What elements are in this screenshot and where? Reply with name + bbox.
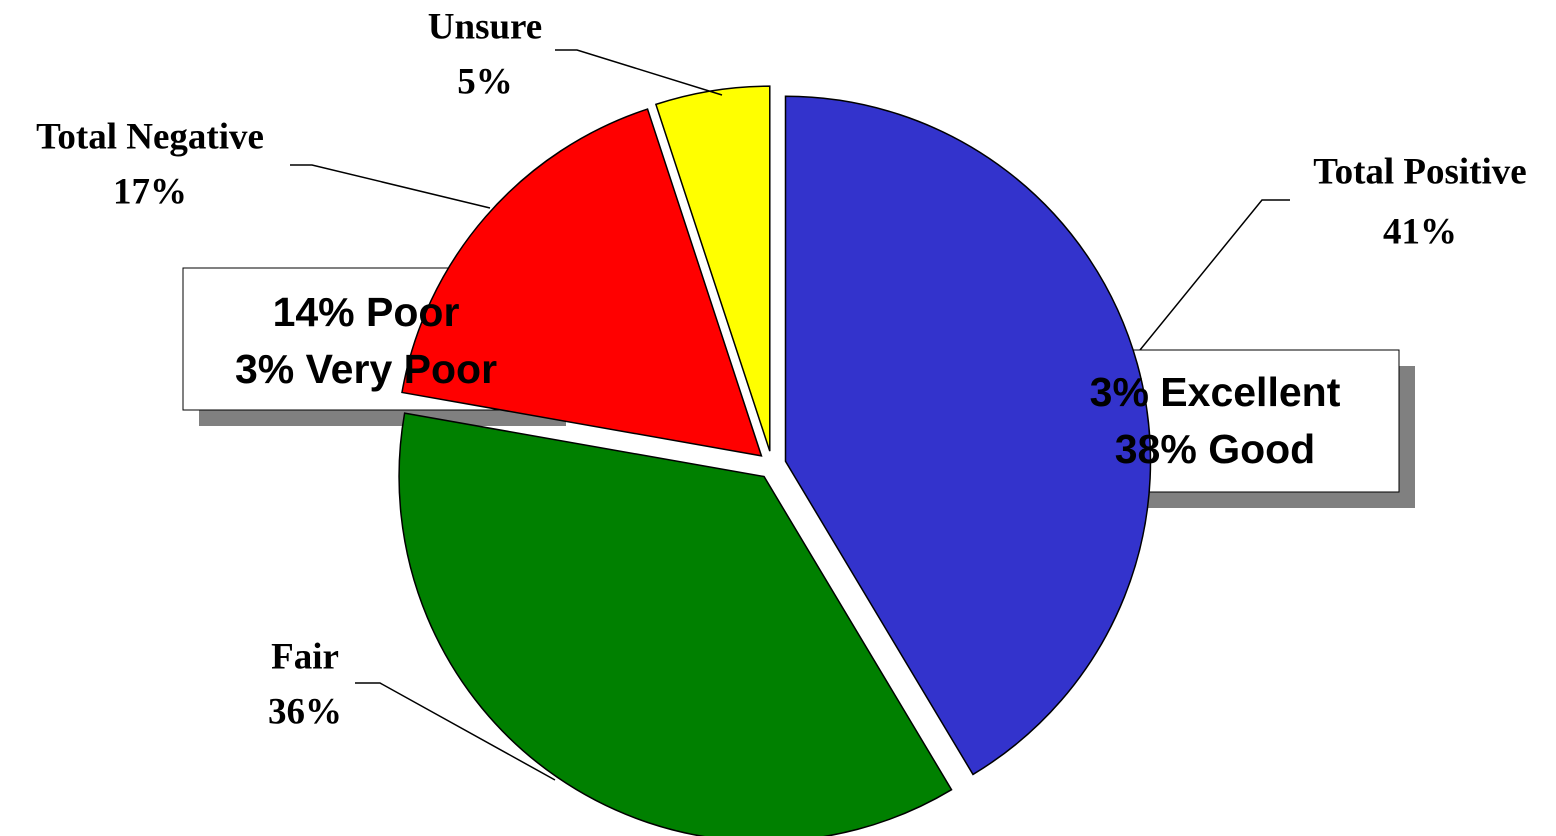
slice-label: Total Negative xyxy=(36,116,264,157)
slice-label: Fair xyxy=(271,636,339,677)
slice-value-label: 5% xyxy=(457,61,513,102)
annotation: 38% Good xyxy=(1115,426,1315,472)
pie-slice xyxy=(654,85,771,452)
annotation: 14% Poor xyxy=(273,289,460,335)
slice-label: Total Positive xyxy=(1313,151,1526,192)
leader-line xyxy=(290,164,491,209)
slice-value-label: 17% xyxy=(113,171,187,212)
annotation: 3% Excellent xyxy=(1090,369,1341,415)
pie-slice xyxy=(401,108,763,457)
pie-slice xyxy=(784,95,1152,776)
leader-line xyxy=(555,49,723,96)
leader-line xyxy=(1139,199,1290,351)
pie-slice xyxy=(398,412,953,836)
slice-value-label: 41% xyxy=(1383,211,1457,252)
leader-line xyxy=(355,682,556,781)
slice-label: Unsure xyxy=(428,6,542,47)
annotation: 3% Very Poor xyxy=(235,346,497,392)
slice-value-label: 36% xyxy=(268,691,342,732)
